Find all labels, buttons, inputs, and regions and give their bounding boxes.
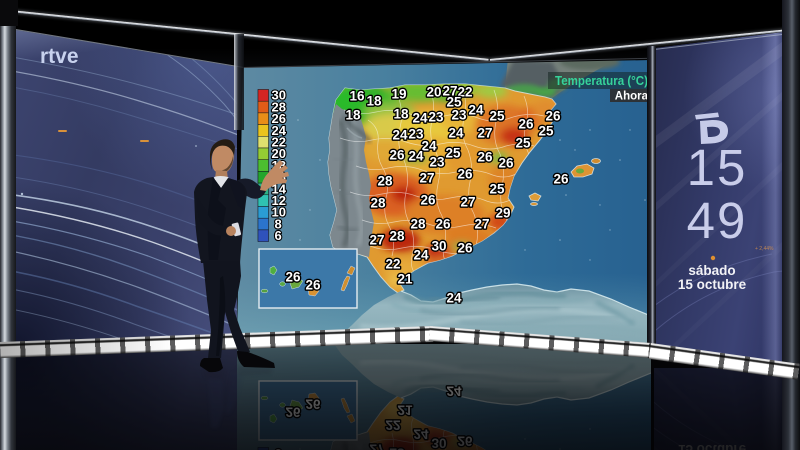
svg-text:49: 49 xyxy=(687,192,748,249)
svg-text:26: 26 xyxy=(498,156,514,171)
svg-text:24: 24 xyxy=(413,248,429,263)
svg-text:30: 30 xyxy=(431,239,446,254)
svg-text:16: 16 xyxy=(349,89,365,104)
svg-text:27: 27 xyxy=(419,171,434,186)
svg-text:24: 24 xyxy=(421,139,437,154)
svg-text:26: 26 xyxy=(553,172,569,187)
svg-text:26: 26 xyxy=(435,217,451,232)
svg-text:18: 18 xyxy=(393,107,409,122)
svg-text:25: 25 xyxy=(446,95,462,110)
svg-text:29: 29 xyxy=(495,206,510,221)
svg-text:26: 26 xyxy=(420,193,436,208)
svg-text:26: 26 xyxy=(389,148,405,163)
svg-text:27: 27 xyxy=(474,217,489,232)
svg-text:30: 30 xyxy=(272,88,286,103)
svg-text:26: 26 xyxy=(457,241,473,256)
svg-text:27: 27 xyxy=(460,195,475,210)
svg-text:18: 18 xyxy=(345,108,361,123)
svg-text:27: 27 xyxy=(442,84,457,99)
svg-text:28: 28 xyxy=(410,217,426,232)
svg-text:Ahora: Ahora xyxy=(615,91,649,103)
svg-text:20: 20 xyxy=(272,146,286,161)
svg-text:23: 23 xyxy=(429,155,445,170)
svg-text:22: 22 xyxy=(457,85,472,100)
svg-text:24: 24 xyxy=(272,123,287,138)
svg-text:24: 24 xyxy=(392,128,408,143)
svg-text:25: 25 xyxy=(489,109,505,124)
svg-text:18: 18 xyxy=(366,94,382,109)
svg-text:rtve: rtve xyxy=(40,45,79,68)
svg-text:26: 26 xyxy=(518,117,534,132)
svg-text:12: 12 xyxy=(272,193,286,208)
svg-text:23: 23 xyxy=(451,108,467,123)
svg-text:8: 8 xyxy=(275,216,282,231)
svg-text:24: 24 xyxy=(448,126,464,141)
svg-text:23: 23 xyxy=(428,110,444,125)
svg-text:25: 25 xyxy=(489,182,505,197)
svg-text:26: 26 xyxy=(477,150,493,165)
svg-text:28: 28 xyxy=(370,196,386,211)
svg-text:sábado: sábado xyxy=(688,263,735,278)
svg-text:Temperatura (°C): Temperatura (°C) xyxy=(555,74,648,88)
svg-text:26: 26 xyxy=(545,109,561,124)
svg-text:25: 25 xyxy=(538,124,554,139)
svg-text:25: 25 xyxy=(445,146,461,161)
svg-text:23: 23 xyxy=(408,127,424,142)
svg-text:21: 21 xyxy=(397,272,413,287)
svg-text:24: 24 xyxy=(446,291,462,306)
svg-text:27: 27 xyxy=(477,126,492,141)
svg-text:+ 2,44%: + 2,44% xyxy=(755,246,774,252)
svg-text:22: 22 xyxy=(272,135,286,150)
svg-text:24: 24 xyxy=(468,103,484,118)
svg-text:28: 28 xyxy=(272,99,286,114)
svg-text:26: 26 xyxy=(305,278,321,293)
svg-text:24: 24 xyxy=(412,111,428,126)
svg-text:15: 15 xyxy=(687,139,748,196)
svg-text:15 octubre: 15 octubre xyxy=(678,277,747,292)
svg-text:26: 26 xyxy=(285,270,301,285)
svg-text:27: 27 xyxy=(369,233,384,248)
svg-text:20: 20 xyxy=(426,85,441,100)
svg-text:10: 10 xyxy=(272,205,286,220)
svg-text:28: 28 xyxy=(377,174,393,189)
svg-text:24: 24 xyxy=(408,149,424,164)
svg-text:6: 6 xyxy=(275,228,282,243)
svg-text:19: 19 xyxy=(391,87,406,102)
svg-text:26: 26 xyxy=(457,167,473,182)
svg-text:22: 22 xyxy=(385,257,400,272)
svg-text:26: 26 xyxy=(272,111,286,126)
svg-text:28: 28 xyxy=(389,229,405,244)
svg-text:25: 25 xyxy=(515,136,531,151)
